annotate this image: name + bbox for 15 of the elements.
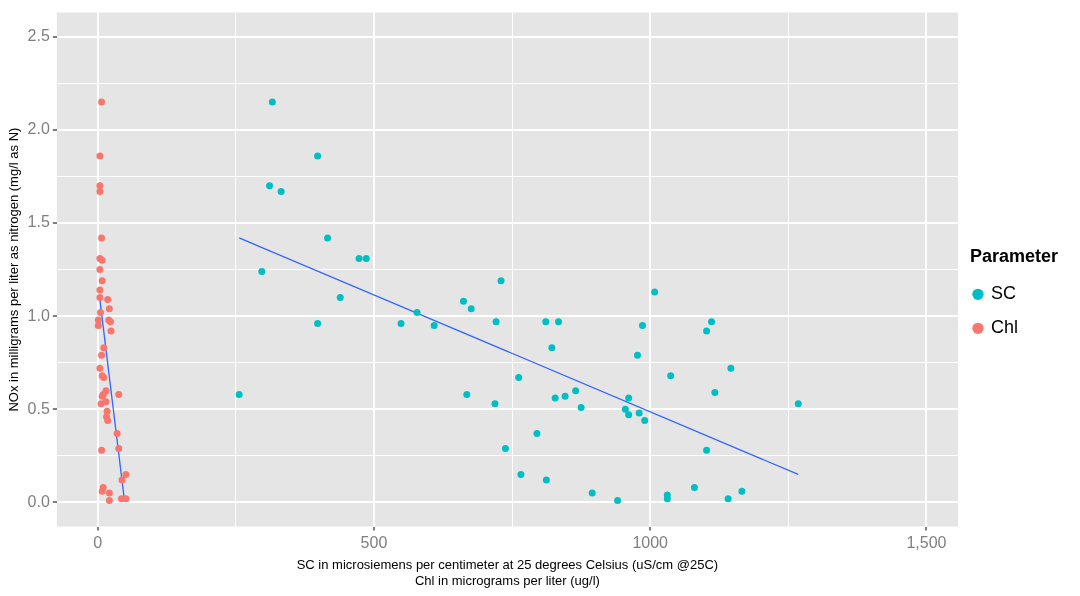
x-tick-label: 0 <box>93 533 103 551</box>
x-tick-label: 1000 <box>632 533 669 551</box>
legend-title: Parameter <box>969 245 1058 266</box>
legend-label: Chl <box>990 317 1018 338</box>
y-tick-label: 2.0 <box>27 120 50 138</box>
x-tick-label: 500 <box>360 533 388 551</box>
y-tick-label: 0.0 <box>27 492 50 510</box>
y-tick-label: 0.5 <box>27 399 50 417</box>
x-tick-label: 1,500 <box>906 533 947 551</box>
y-tick-label: 2.5 <box>27 27 50 45</box>
legend-label: SC <box>990 283 1016 304</box>
y-axis-title: NOx in milligrams per liter as nitrogen (mg/l as N) <box>6 127 22 412</box>
y-tick-label: 1.5 <box>27 213 50 231</box>
x-axis-title: SC in microsiemens per centimeter at 25 degrees Celsius (uS/cm @25C) Chl in micrograms per liter (ug/l) <box>296 557 719 588</box>
y-tick-label: 1.0 <box>27 306 50 324</box>
